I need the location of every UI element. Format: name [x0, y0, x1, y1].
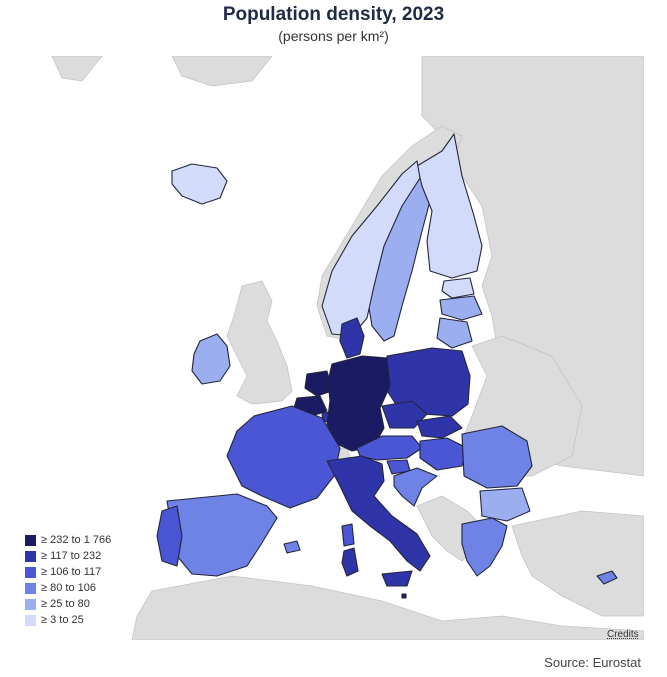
credits-link[interactable]: Credits — [607, 629, 639, 640]
sicily[interactable] — [381, 570, 413, 587]
greece[interactable] — [461, 517, 508, 577]
eu-countries — [156, 133, 618, 599]
legend-label: ≥ 3 to 25 — [41, 614, 84, 626]
legend-swatch — [25, 534, 36, 546]
cyprus[interactable] — [596, 570, 618, 585]
legend-swatch — [25, 582, 36, 594]
malta[interactable] — [401, 593, 407, 599]
balearic-islands[interactable] — [283, 540, 301, 554]
europe-map — [22, 56, 644, 640]
great-britain — [226, 280, 293, 405]
netherlands[interactable] — [304, 370, 333, 397]
finland[interactable] — [416, 133, 483, 279]
legend-item[interactable]: ≥ 106 to 117 — [25, 564, 127, 580]
poland[interactable] — [383, 347, 471, 417]
source-note: Source: Eurostat — [544, 655, 641, 670]
legend-swatch — [25, 598, 36, 610]
legend-swatch — [25, 550, 36, 562]
chart-title: Population density, 2023 — [222, 4, 445, 25]
legend: ≥ 232 to 1 766 ≥ 117 to 232 ≥ 106 to 117… — [22, 530, 127, 628]
legend-label: ≥ 80 to 106 — [41, 582, 96, 594]
hungary[interactable] — [419, 437, 468, 471]
slovakia[interactable] — [416, 415, 463, 439]
legend-item[interactable]: ≥ 25 to 80 — [25, 596, 127, 612]
romania[interactable] — [461, 425, 533, 489]
portugal[interactable] — [156, 505, 183, 567]
estonia[interactable] — [441, 277, 475, 299]
turkey — [511, 510, 644, 617]
croatia[interactable] — [393, 467, 438, 507]
iceland[interactable] — [171, 163, 228, 205]
latvia[interactable] — [439, 295, 483, 321]
north-africa — [131, 575, 644, 640]
legend-label: ≥ 117 to 232 — [41, 550, 102, 562]
legend-swatch — [25, 614, 36, 626]
legend-label: ≥ 106 to 117 — [41, 566, 102, 578]
italy[interactable] — [326, 455, 431, 572]
greenland-edge — [51, 56, 103, 82]
arctic-islands — [171, 56, 273, 87]
denmark[interactable] — [339, 317, 365, 359]
legend-swatch — [25, 566, 36, 578]
france[interactable] — [226, 405, 341, 509]
chart-subtitle: (persons per km²) — [278, 28, 389, 44]
legend-item[interactable]: ≥ 232 to 1 766 — [25, 532, 127, 548]
legend-item[interactable]: ≥ 3 to 25 — [25, 612, 127, 628]
lithuania[interactable] — [436, 317, 473, 349]
legend-item[interactable]: ≥ 117 to 232 — [25, 548, 127, 564]
corsica[interactable] — [341, 523, 355, 547]
legend-label: ≥ 25 to 80 — [41, 598, 90, 610]
ireland[interactable] — [191, 333, 231, 385]
legend-label: ≥ 232 to 1 766 — [41, 534, 112, 546]
bulgaria[interactable] — [479, 487, 531, 522]
legend-item[interactable]: ≥ 80 to 106 — [25, 580, 127, 596]
sardinia[interactable] — [341, 547, 359, 577]
